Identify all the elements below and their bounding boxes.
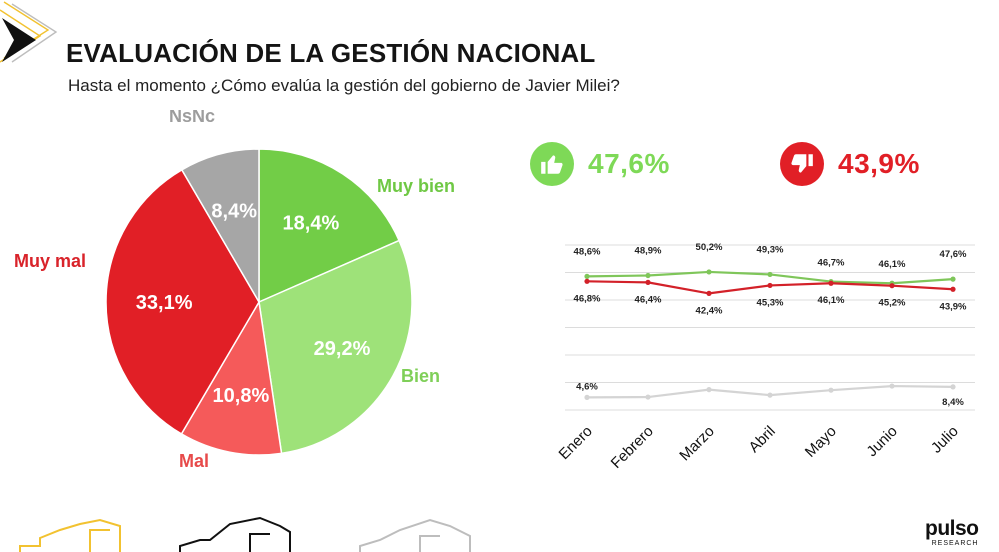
data-label-desaprobación: 46,4% [635,294,662,305]
x-tick-label: Febrero [608,423,657,472]
data-point-aprobación [706,269,712,275]
pie-category-label-bien: Bien [401,366,440,386]
data-point-desaprobación [950,286,956,292]
pie-slice-bien [258,239,413,455]
page-title: EVALUACIÓN DE LA GESTIÓN NACIONAL [66,38,596,68]
corner-decoration [0,1,58,63]
x-tick-label: Abril [746,423,779,456]
data-point-aprobación [767,271,773,278]
data-label-desaprobación: 42,4% [696,305,723,316]
data-point-nsnc [950,384,956,390]
data-point-nsnc [889,383,895,389]
x-tick-label: Julio [928,423,962,457]
data-label-desaprobación: 45,3% [757,297,784,308]
pie-value-label-mal: 10,8% [213,385,270,407]
data-point-desaprobación [889,283,895,289]
pie-slice-nsnc [180,148,260,305]
data-label-aprobación: 49,3% [757,244,784,255]
pie-value-label-muy-bien: 18,4% [283,213,340,235]
x-tick-label: Marzo [676,423,717,464]
thumbs-down-icon [780,142,824,186]
pie-slice-mal [180,299,283,456]
data-label-aprobación: 50,2% [696,242,723,253]
x-tick-label: Enero [556,423,596,463]
pie-value-label-muy-mal: 33,1% [136,292,193,314]
data-label-aprobación: 48,6% [574,246,601,257]
pie-category-label-muy-bien: Muy bien [377,176,455,196]
kpi-positive-value: 47,6% [588,148,670,179]
data-label-desaprobación: 46,8% [574,293,601,304]
data-point-desaprobación [828,280,834,286]
data-point-desaprobación [645,279,651,285]
kpi-positive: 47,6% [530,142,670,186]
data-label-desaprobación: 46,1% [818,295,845,306]
brand-logo: pulso RESEARCH [925,518,979,547]
data-point-nsnc [828,387,834,393]
data-point-aprobación [584,273,590,279]
data-label-nsnc: 4,6% [576,381,598,392]
data-label-nsnc: 8,4% [942,397,964,408]
pie-value-label-nsnc: 8,4% [211,200,257,222]
brand-logo-sub: RESEARCH [931,540,979,547]
brand-logo-name: pulso [925,517,979,540]
data-point-aprobación [950,276,956,282]
pie-category-label-muy-mal: Muy mal [14,251,86,271]
buildings-decoration [19,516,471,552]
x-tick-label: Junio [863,423,900,460]
line-chart: 48,6% 48,9% 50,2% 49,3% 46,7% 46,1% 47,6% 46,8%… [556,242,975,472]
data-point-nsnc [645,394,651,400]
data-label-desaprobación: 43,9% [940,301,967,312]
pie-category-label-nsnc: NsNc [169,110,215,126]
data-point-desaprobación [706,290,712,296]
data-point-nsnc [706,387,712,393]
data-point-aprobación [645,272,651,279]
pie-slice-muy-mal [105,168,260,435]
pie-slice-muy-bien [258,148,401,304]
data-point-desaprobación [767,282,773,289]
data-label-desaprobación: 45,2% [879,298,906,309]
page-subtitle: Hasta el momento ¿Cómo evalúa la gestión… [68,76,620,95]
x-tick-label: Mayo [802,423,840,461]
kpi-negative: 43,9% [780,142,920,186]
data-label-aprobación: 46,1% [879,259,906,270]
kpi-negative-value: 43,9% [838,148,920,179]
pie-chart: 18,4% Muy bien 29,2% Bien 10,8% Mal 33,1% Muy m… [14,110,455,471]
thumbs-up-icon [530,142,574,186]
data-label-aprobación: 47,6% [940,249,967,260]
data-point-nsnc [584,394,590,400]
data-label-aprobación: 46,7% [818,258,845,269]
data-label-aprobación: 48,9% [635,246,662,257]
data-point-nsnc [767,392,773,398]
data-point-desaprobación [584,278,590,284]
pie-value-label-bien: 29,2% [314,338,371,360]
pie-category-label-mal: Mal [179,451,209,471]
